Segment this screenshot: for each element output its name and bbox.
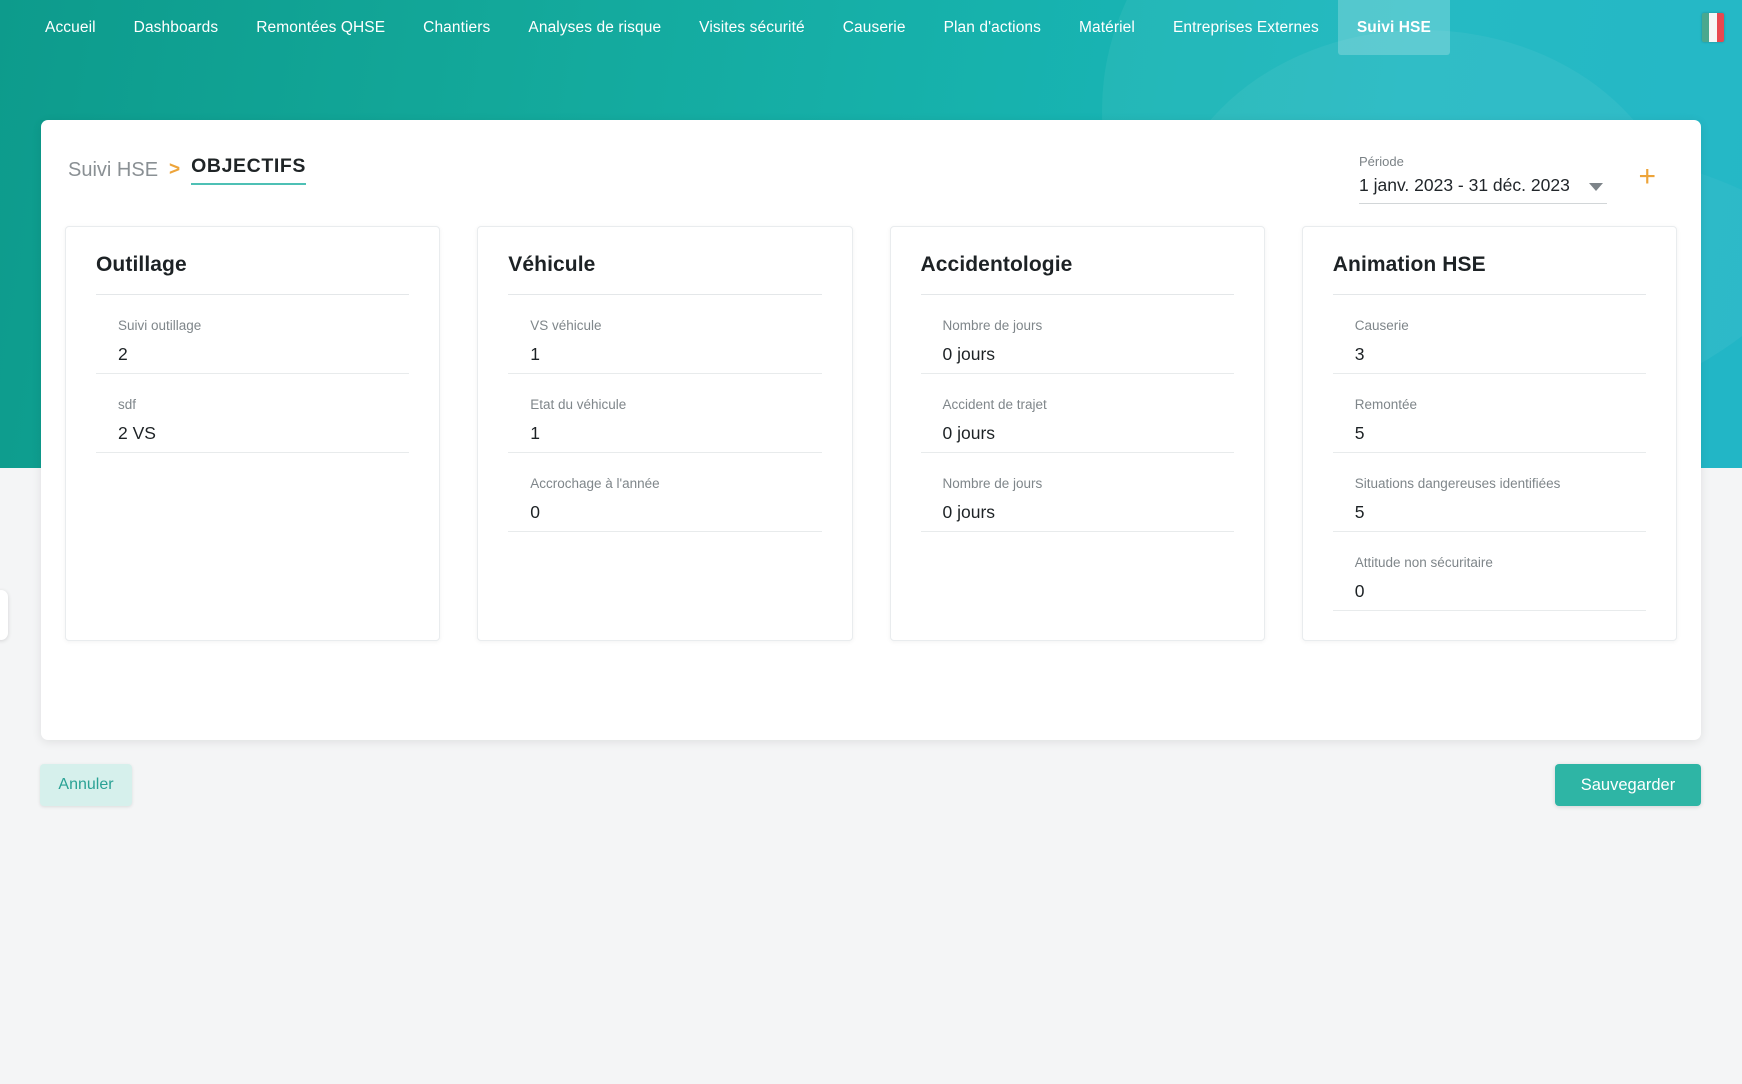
nav-item-2[interactable]: Remontées QHSE (256, 18, 386, 36)
field-label: Suivi outillage (118, 318, 202, 333)
objective-field: Accrochage à l'année 0 (508, 467, 822, 532)
card-title: Accidentologie (920, 253, 1234, 295)
field-label: Situations dangereuses identifiées (1354, 476, 1561, 491)
nav-item-8[interactable]: Matériel (1079, 18, 1135, 36)
objective-card: Animation HSE Causerie 3 Remontée 5 Situation… (1301, 226, 1677, 641)
nav-item-3[interactable]: Chantiers (423, 18, 491, 36)
field-value-input[interactable]: 0 (1354, 581, 1365, 601)
field-label: Etat du véhicule (530, 397, 627, 412)
field-value-input[interactable]: 3 (1354, 344, 1365, 364)
nav-spacer (1450, 0, 1702, 55)
field-label: Attitude non sécuritaire (1354, 555, 1493, 570)
field-value-input[interactable]: 5 (1354, 423, 1365, 443)
objective-field: Remontée 5 (1332, 388, 1646, 453)
field-value-input[interactable]: 0 (530, 502, 540, 522)
field-label: VS véhicule (530, 318, 602, 333)
field-value-input[interactable]: 0 jours (942, 344, 996, 364)
breadcrumb-separator-icon: > (169, 159, 181, 180)
save-button[interactable]: Sauvegarder (1555, 764, 1701, 806)
card-title: Véhicule (508, 253, 822, 295)
nav-item-5[interactable]: Visites sécurité (699, 18, 805, 36)
field-value-input[interactable]: 2 (118, 344, 128, 364)
field-label: Remontée (1354, 397, 1418, 412)
period-selector[interactable]: Période 1 janv. 2023 - 31 déc. 2023 (1359, 154, 1607, 204)
nav-item-9[interactable]: Entreprises Externes (1172, 18, 1319, 36)
objective-field: Nombre de jours 0 jours (920, 309, 1234, 374)
breadcrumb: Suivi HSE > OBJECTIFS (68, 155, 306, 185)
nav-item-6[interactable]: Causerie (842, 18, 906, 36)
objective-field: Suivi outillage 2 (96, 309, 410, 374)
field-label: sdf (118, 397, 137, 412)
add-period-button[interactable]: + (1638, 160, 1656, 193)
nav-item-1[interactable]: Dashboards (133, 18, 219, 36)
objective-card: Accidentologie Nombre de jours 0 jours Acci… (889, 226, 1265, 641)
objective-field: Situations dangereuses identifiées 5 (1332, 467, 1646, 532)
objective-field: Causerie 3 (1332, 309, 1646, 374)
field-value-input[interactable]: 0 jours (942, 502, 996, 522)
field-value-input[interactable]: 1 (530, 344, 540, 364)
page-title: OBJECTIFS (191, 155, 306, 185)
field-value-input[interactable]: 2 VS (118, 423, 156, 443)
objective-cards: Outillage Suivi outillage 2 sdf 2 VS Véhicule… (65, 226, 1677, 641)
objective-field: Attitude non sécuritaire 0 (1332, 546, 1646, 611)
nav-item-4[interactable]: Analyses de risque (528, 18, 662, 36)
objective-field: sdf 2 VS (96, 388, 410, 453)
card-title: Animation HSE (1332, 253, 1646, 295)
period-value[interactable]: 1 janv. 2023 - 31 déc. 2023 (1359, 175, 1570, 195)
nav-item-0[interactable]: Accueil (45, 18, 96, 36)
objectives-panel: Suivi HSE > OBJECTIFS Période 1 janv. 20… (41, 120, 1701, 740)
nav-item-7[interactable]: Plan d'actions (943, 18, 1041, 36)
cancel-button[interactable]: Annuler (40, 764, 132, 806)
objective-field: Accident de trajet 0 jours (920, 388, 1234, 453)
nav-item-10[interactable]: Suivi HSE (1337, 0, 1450, 55)
side-drawer-handle[interactable] (0, 590, 8, 640)
top-navigation: Accueil Dashboards Remontées QHSE Chantiers… (0, 0, 1742, 55)
field-label: Accrochage à l'année (530, 476, 660, 491)
card-title: Outillage (96, 253, 410, 295)
objective-field: VS véhicule 1 (508, 309, 822, 374)
field-label: Causerie (1354, 318, 1409, 333)
field-label: Accident de trajet (942, 397, 1047, 412)
period-label: Période (1359, 154, 1404, 169)
field-value-input[interactable]: 1 (530, 423, 540, 443)
objective-field: Etat du véhicule 1 (508, 388, 822, 453)
field-value-input[interactable]: 5 (1354, 502, 1365, 522)
field-label: Nombre de jours (942, 318, 1043, 333)
field-value-input[interactable]: 0 jours (942, 423, 996, 443)
breadcrumb-root[interactable]: Suivi HSE (68, 159, 159, 181)
flag-icon[interactable] (1702, 13, 1724, 42)
chevron-down-icon[interactable] (1589, 183, 1603, 191)
objective-card: Outillage Suivi outillage 2 sdf 2 VS (65, 226, 441, 641)
field-label: Nombre de jours (942, 476, 1043, 491)
objective-card: Véhicule VS véhicule 1 Etat du véhicule 1 Acc… (477, 226, 853, 641)
objective-field: Nombre de jours 0 jours (920, 467, 1234, 532)
